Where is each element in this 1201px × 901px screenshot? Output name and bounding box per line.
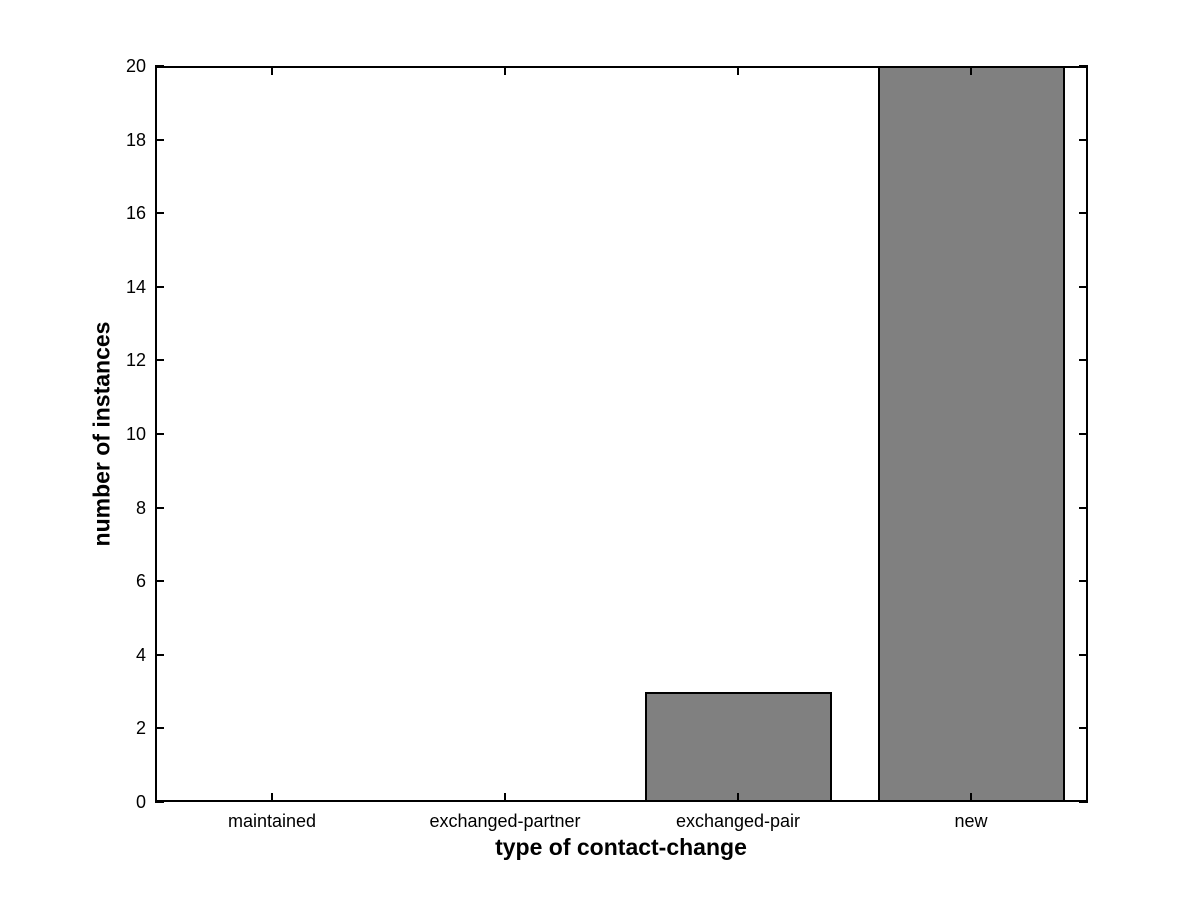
y-tick-y-left-4 xyxy=(155,654,164,656)
y-tick-y-right-12 xyxy=(1079,359,1088,361)
bar-new xyxy=(878,66,1065,802)
bar-exchanged-pair xyxy=(645,692,832,802)
y-tick-y-right-2 xyxy=(1079,727,1088,729)
y-tick-label-20: 20 xyxy=(125,56,146,76)
y-axis-label: number of instances xyxy=(88,321,115,547)
y-tick-label-8: 8 xyxy=(135,498,146,518)
x-tick-label-exchanged-pair: exchanged-pair xyxy=(675,811,801,831)
y-tick-y-right-8 xyxy=(1079,507,1088,509)
y-tick-label-12: 12 xyxy=(125,350,146,370)
y-tick-label-10: 10 xyxy=(125,424,146,444)
plot-content xyxy=(155,65,1088,803)
y-tick-y-right-18 xyxy=(1079,139,1088,141)
x-tick-x-top-exchanged-pair xyxy=(737,66,739,75)
x-tick-x-bottom-new xyxy=(970,793,972,802)
x-tick-x-bottom-maintained xyxy=(271,793,273,802)
y-tick-label-6: 6 xyxy=(135,571,146,591)
x-tick-x-bottom-exchanged-pair xyxy=(737,793,739,802)
y-tick-y-left-18 xyxy=(155,139,164,141)
y-tick-label-4: 4 xyxy=(135,645,146,665)
y-tick-y-left-16 xyxy=(155,212,164,214)
x-tick-label-new: new xyxy=(954,811,988,831)
x-tick-label-exchanged-partner: exchanged-partner xyxy=(429,811,581,831)
y-tick-label-18: 18 xyxy=(125,130,146,150)
y-tick-label-16: 16 xyxy=(125,203,146,223)
y-tick-y-left-20 xyxy=(155,65,164,67)
y-tick-label-14: 14 xyxy=(125,277,146,297)
y-tick-y-right-14 xyxy=(1079,286,1088,288)
y-tick-y-right-16 xyxy=(1079,212,1088,214)
y-tick-y-left-6 xyxy=(155,580,164,582)
x-tick-label-maintained: maintained xyxy=(227,811,317,831)
y-tick-y-right-4 xyxy=(1079,654,1088,656)
x-tick-x-top-exchanged-partner xyxy=(504,66,506,75)
y-tick-y-left-2 xyxy=(155,727,164,729)
y-tick-y-left-0 xyxy=(155,801,164,803)
x-tick-x-top-maintained xyxy=(271,66,273,75)
y-tick-y-left-10 xyxy=(155,433,164,435)
y-tick-label-2: 2 xyxy=(135,718,146,738)
y-tick-y-left-12 xyxy=(155,359,164,361)
x-tick-x-bottom-exchanged-partner xyxy=(504,793,506,802)
y-tick-y-right-0 xyxy=(1079,801,1088,803)
y-tick-y-left-14 xyxy=(155,286,164,288)
y-tick-y-left-8 xyxy=(155,507,164,509)
y-tick-y-right-20 xyxy=(1079,65,1088,67)
y-tick-label-0: 0 xyxy=(135,792,146,812)
x-tick-x-top-new xyxy=(970,66,972,75)
y-tick-y-right-10 xyxy=(1079,433,1088,435)
x-axis-label: type of contact-change xyxy=(495,834,747,860)
y-tick-y-right-6 xyxy=(1079,580,1088,582)
